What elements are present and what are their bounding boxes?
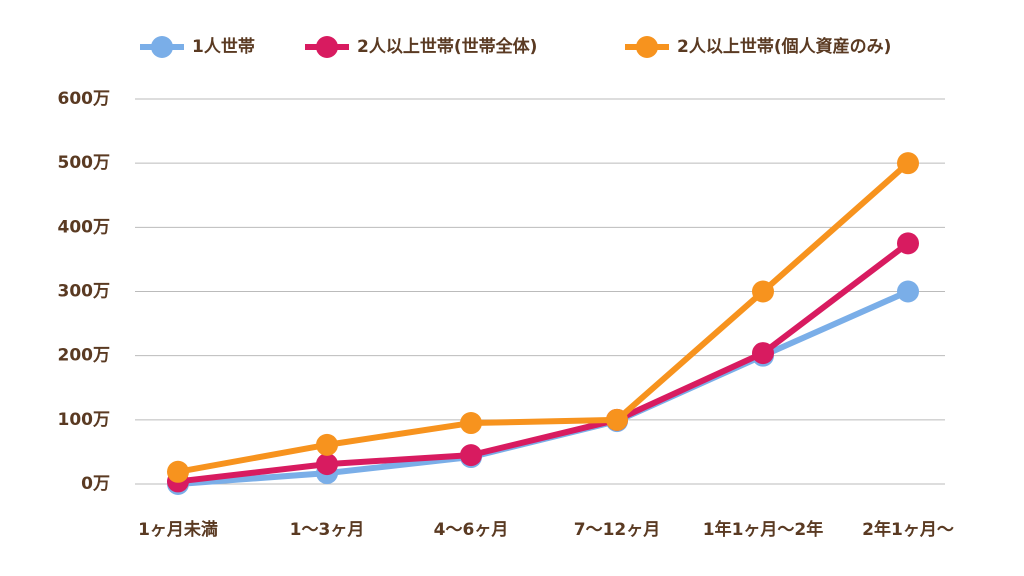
data-point bbox=[897, 232, 919, 255]
data-point bbox=[460, 444, 482, 467]
x-tick-label: 2年1ヶ月〜 bbox=[862, 519, 954, 540]
y-tick-label: 0万 bbox=[81, 474, 110, 494]
y-tick-label: 300万 bbox=[58, 282, 111, 302]
data-point bbox=[897, 280, 919, 303]
x-tick-label: 1〜3ヶ月 bbox=[290, 520, 365, 540]
data-point bbox=[897, 152, 919, 175]
x-tick-label: 7〜12ヶ月 bbox=[574, 520, 661, 540]
data-point bbox=[460, 412, 482, 435]
data-point bbox=[316, 453, 338, 476]
x-tick-label: 1年1ヶ月〜2年 bbox=[703, 519, 824, 540]
series-line bbox=[177, 160, 910, 475]
y-tick-label: 100万 bbox=[58, 410, 111, 430]
x-tick-label: 4〜6ヶ月 bbox=[434, 520, 509, 540]
legend-marker bbox=[151, 36, 173, 58]
legend-label: 1人世帯 bbox=[192, 36, 255, 57]
y-tick-label: 400万 bbox=[58, 217, 111, 237]
y-tick-label: 600万 bbox=[58, 89, 111, 109]
legend-marker bbox=[636, 36, 658, 58]
legend-label: 2人以上世帯(個人資産のみ) bbox=[677, 36, 891, 57]
series-line bbox=[177, 240, 910, 485]
series-line bbox=[177, 288, 910, 487]
legend-marker bbox=[316, 36, 338, 58]
y-tick-label: 200万 bbox=[58, 346, 111, 366]
data-point bbox=[316, 433, 338, 456]
legend-label: 2人以上世帯(世帯全体) bbox=[357, 36, 537, 57]
x-tick-label: 1ヶ月未満 bbox=[138, 519, 218, 540]
data-point bbox=[167, 460, 189, 483]
data-point bbox=[752, 342, 774, 365]
y-tick-label: 500万 bbox=[58, 153, 111, 173]
data-point bbox=[752, 280, 774, 303]
data-point bbox=[606, 408, 628, 431]
